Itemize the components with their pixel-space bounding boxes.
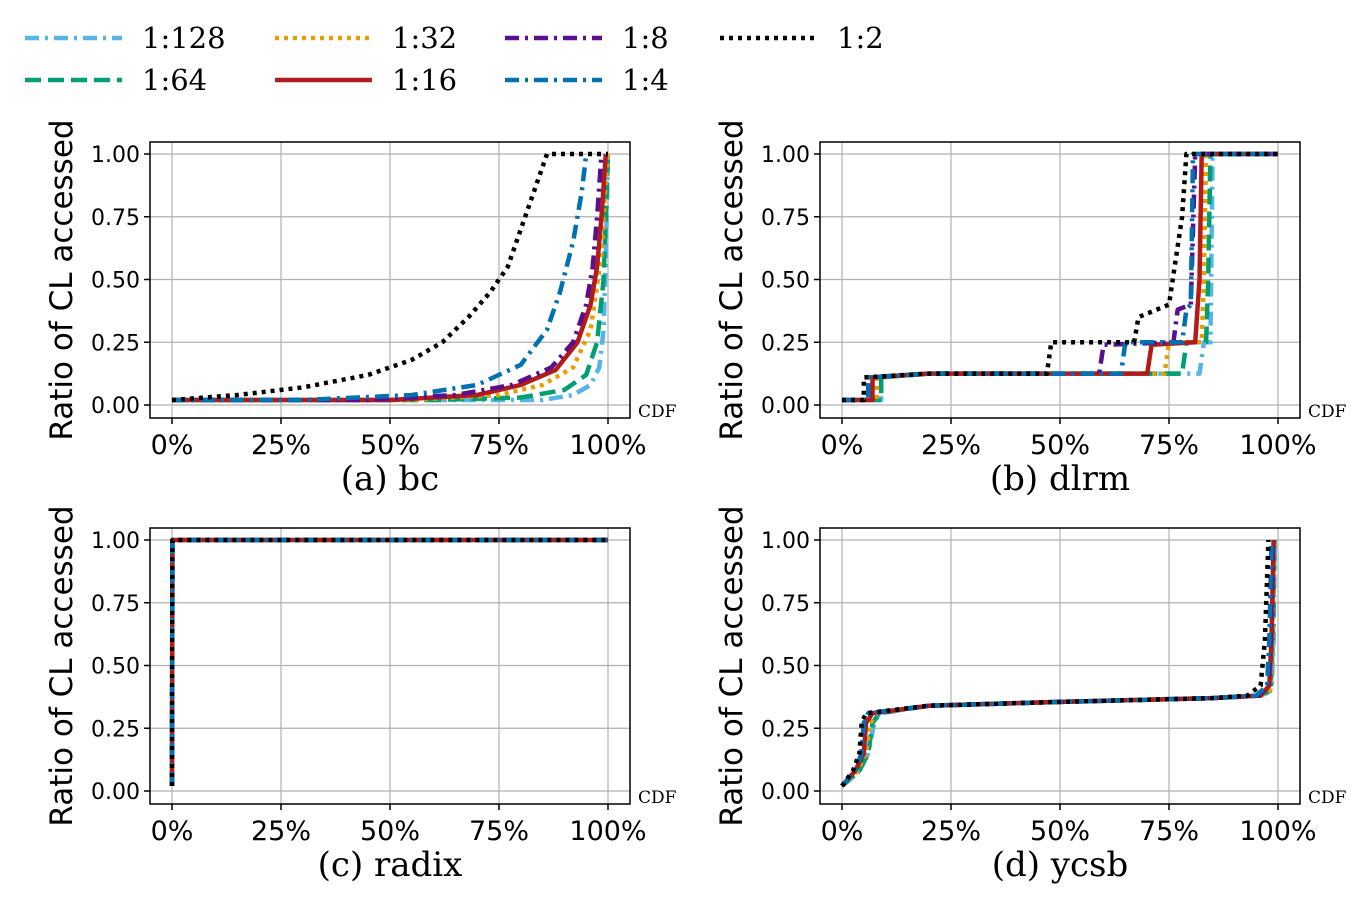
series-line	[840, 539, 1277, 788]
x-tick-label: 100%	[569, 816, 646, 847]
series-line	[840, 539, 1278, 788]
panels: 0% 25% 50% 75% 100% 0.00 0.25 0.50 0.75 1.00 CDF Ra…	[44, 119, 1347, 885]
series-line	[172, 153, 589, 403]
x-tick-label: 75%	[469, 816, 529, 847]
y-tick-label: 0.25	[761, 331, 810, 356]
y-axis-label: Ratio of CL accessed	[714, 505, 750, 826]
series-line	[840, 539, 1277, 788]
y-tick-label: 0.75	[91, 206, 140, 231]
legend: 1:128 1:64 1:32 1:16 1:8 1:4 1:2	[25, 21, 884, 97]
y-tick-label: 1.00	[91, 143, 140, 168]
x-tick-label: 0%	[151, 816, 194, 847]
subplot-title: (b) dlrm	[990, 459, 1130, 499]
legend-label: 1:128	[142, 21, 226, 55]
y-tick-label: 0.00	[91, 394, 140, 419]
series-line	[172, 153, 611, 403]
x-tick-label: 25%	[251, 816, 311, 847]
x-axis-label: CDF	[1308, 402, 1347, 422]
series-line	[171, 151, 608, 403]
x-tick-label: 100%	[1239, 816, 1316, 847]
x-tick-label: 25%	[921, 430, 981, 461]
legend-label: 1:16	[392, 63, 457, 97]
series-line	[842, 151, 1278, 403]
x-axis-label: CDF	[638, 402, 677, 422]
series-line	[842, 151, 1278, 403]
chart-panel: 0% 25% 50% 75% 100% 0.00 0.25 0.50 0.75 1.00 CDF Ra…	[44, 505, 677, 885]
y-axis-label: Ratio of CL accessed	[44, 505, 80, 826]
series-line	[172, 153, 604, 403]
x-tick-label: 75%	[1139, 430, 1199, 461]
series-line	[172, 153, 609, 403]
y-tick-label: 0.50	[91, 269, 140, 294]
subplot-title: (a) bc	[341, 459, 439, 499]
x-tick-label: 100%	[569, 430, 646, 461]
legend-label: 1:8	[622, 21, 669, 55]
x-tick-label: 25%	[251, 430, 311, 461]
legend-label: 1:32	[392, 21, 457, 55]
series-line	[840, 539, 1271, 788]
y-tick-label: 0.25	[91, 331, 140, 356]
y-tick-label: 0.25	[91, 717, 140, 742]
x-tick-label: 25%	[921, 816, 981, 847]
x-tick-label: 50%	[1030, 816, 1090, 847]
y-tick-label: 0.50	[761, 269, 810, 294]
x-tick-label: 50%	[360, 816, 420, 847]
series-line	[840, 539, 1276, 788]
x-tick-label: 0%	[821, 816, 864, 847]
x-tick-label: 50%	[1030, 430, 1090, 461]
y-tick-label: 0.00	[761, 394, 810, 419]
series-line	[840, 539, 1274, 788]
y-tick-label: 1.00	[761, 143, 810, 168]
legend-label: 1:4	[622, 63, 669, 97]
legend-label: 1:2	[837, 21, 884, 55]
x-tick-label: 50%	[360, 430, 420, 461]
y-tick-label: 0.75	[761, 206, 810, 231]
y-tick-label: 1.00	[761, 529, 810, 554]
x-tick-label: 0%	[151, 430, 194, 461]
series-line	[840, 539, 1276, 788]
legend-label: 1:64	[142, 63, 207, 97]
y-tick-label: 0.00	[761, 780, 810, 805]
x-axis-label: CDF	[638, 788, 677, 808]
series-line	[169, 537, 608, 787]
chart-panel: 0% 25% 50% 75% 100% 0.00 0.25 0.50 0.75 1.00 CDF Ra…	[714, 119, 1347, 499]
x-axis-label: CDF	[1308, 788, 1347, 808]
y-tick-label: 0.75	[91, 592, 140, 617]
chart-panel: 0% 25% 50% 75% 100% 0.00 0.25 0.50 0.75 1.00 CDF Ra…	[714, 505, 1347, 885]
x-tick-label: 100%	[1239, 430, 1316, 461]
subplot-title: (c) radix	[318, 845, 463, 885]
chart-panel: 0% 25% 50% 75% 100% 0.00 0.25 0.50 0.75 1.00 CDF Ra…	[44, 119, 677, 499]
series-line	[842, 151, 1278, 403]
y-axis-label: Ratio of CL accessed	[44, 119, 80, 440]
series-line	[842, 151, 1278, 403]
subplot-title: (d) ycsb	[992, 845, 1129, 885]
x-tick-label: 0%	[821, 430, 864, 461]
series-line	[842, 151, 1278, 403]
x-tick-label: 75%	[469, 430, 529, 461]
y-tick-label: 0.50	[91, 655, 140, 680]
y-tick-label: 0.00	[91, 780, 140, 805]
series-line	[842, 151, 1278, 403]
y-tick-label: 1.00	[91, 529, 140, 554]
y-tick-label: 0.50	[761, 655, 810, 680]
x-tick-label: 75%	[1139, 816, 1199, 847]
y-axis-label: Ratio of CL accessed	[714, 119, 750, 440]
y-tick-label: 0.25	[761, 717, 810, 742]
y-tick-label: 0.75	[761, 592, 810, 617]
